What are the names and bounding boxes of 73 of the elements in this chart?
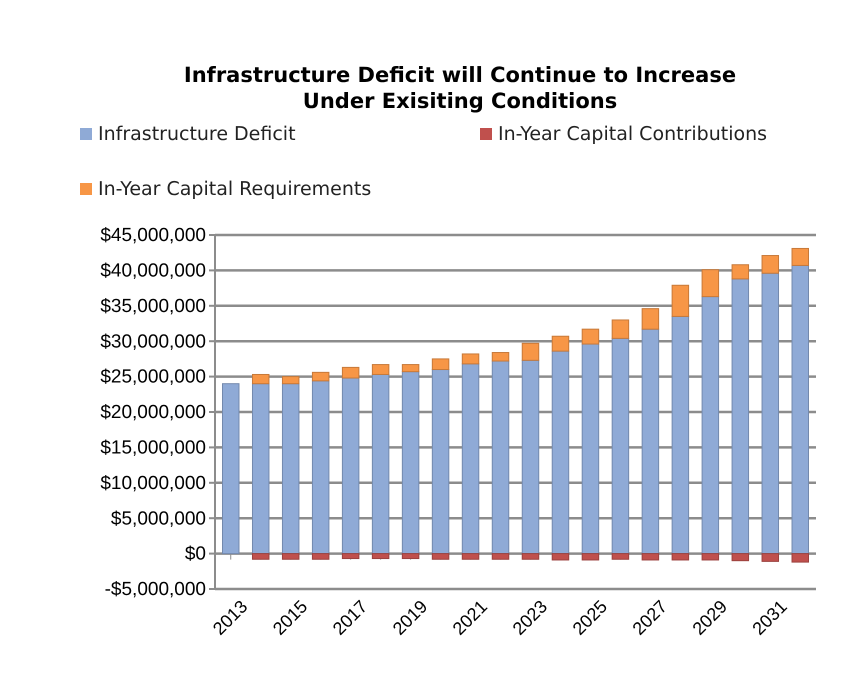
bar [702, 296, 720, 554]
y-tick-label: $15,000,000 [100, 437, 206, 458]
bar [402, 553, 420, 560]
bar [492, 360, 510, 554]
bar [312, 372, 330, 382]
bar [252, 374, 270, 384]
bar [672, 316, 690, 554]
bar [672, 284, 690, 317]
bar [372, 553, 390, 560]
bar [552, 336, 570, 352]
legend-label: Infrastructure Deficit [98, 123, 296, 145]
bar [612, 553, 630, 560]
bar [522, 360, 540, 554]
bar [252, 383, 270, 554]
bar [732, 278, 750, 554]
y-tick-label: $40,000,000 [100, 260, 206, 282]
bar [342, 378, 360, 554]
bar [282, 376, 300, 384]
y-tick-label: $25,000,000 [100, 366, 206, 388]
bar [312, 553, 330, 560]
bar [792, 553, 810, 563]
y-tick-label: $30,000,000 [100, 331, 206, 352]
y-tick-label: $0 [184, 544, 206, 565]
bar [642, 553, 660, 560]
bar [522, 553, 540, 560]
bar [582, 553, 600, 560]
bar [732, 264, 750, 280]
bar [402, 371, 420, 554]
bar [552, 553, 570, 560]
bar [222, 383, 240, 554]
legend-label: In-Year Capital Requirements [98, 178, 372, 200]
y-tick-label: -$5,000,000 [104, 579, 206, 600]
bar [792, 248, 810, 266]
legend-label: In-Year Capital Contributions [498, 123, 768, 145]
bar [732, 553, 750, 562]
bar [282, 383, 300, 554]
bar [432, 358, 450, 370]
bar [582, 328, 600, 345]
bar [672, 553, 690, 560]
bar [372, 374, 390, 554]
bar [312, 380, 330, 554]
bar [402, 364, 420, 372]
bar [462, 353, 480, 364]
bar [342, 553, 360, 560]
bar [612, 338, 630, 554]
bar [762, 553, 780, 562]
bar [462, 363, 480, 554]
bar [492, 352, 510, 362]
bar [432, 369, 450, 554]
bar [582, 344, 600, 554]
bar [642, 328, 660, 554]
bar [432, 553, 450, 560]
bar [372, 364, 390, 375]
bar [492, 553, 510, 560]
bar [252, 553, 270, 560]
bar [702, 269, 720, 298]
y-tick-label: $10,000,000 [100, 472, 206, 494]
bar [552, 350, 570, 554]
bar [792, 264, 810, 554]
bar [762, 255, 780, 274]
bar [282, 553, 300, 560]
y-tick-label: $45,000,000 [100, 225, 206, 246]
bar [522, 342, 540, 361]
y-tick-label: $5,000,000 [110, 508, 206, 530]
bar [342, 366, 360, 379]
y-tick-label: $35,000,000 [100, 296, 206, 317]
bar [462, 553, 480, 560]
bar [612, 319, 630, 339]
chart-title: Infrastructure Deficit will Continue to Increase Under Exisiting Conditions [184, 63, 736, 113]
y-tick-label: $20,000,000 [100, 402, 206, 424]
bar [642, 308, 660, 330]
bar [762, 272, 780, 554]
bar [702, 553, 720, 560]
